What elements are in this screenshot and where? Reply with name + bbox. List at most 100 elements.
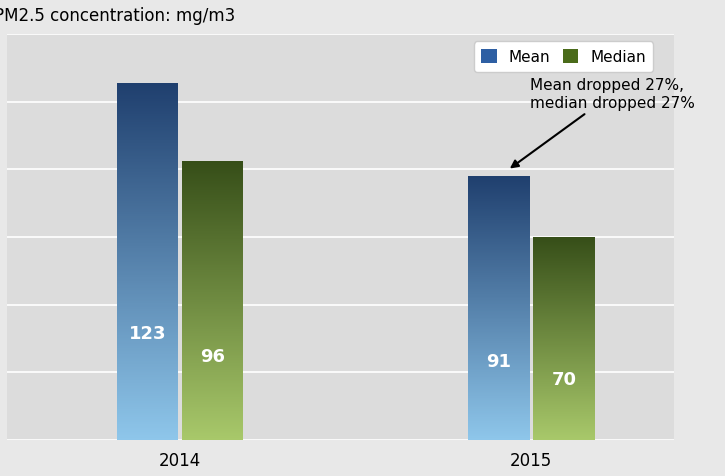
Bar [468,309,529,310]
Bar [468,204,529,205]
Bar [468,397,529,398]
Bar [468,356,529,357]
Bar [182,362,243,363]
Bar [117,196,178,197]
Bar [533,290,594,291]
Bar [117,181,178,182]
Bar [468,254,529,255]
Bar [533,285,594,286]
Bar [468,225,529,226]
Bar [182,167,243,168]
Bar [533,315,594,316]
Bar [468,403,529,404]
Bar [533,246,594,247]
Bar [182,353,243,354]
Bar [468,196,529,197]
Bar [533,297,594,298]
Bar [468,210,529,211]
Bar [533,314,594,315]
Bar [533,245,594,246]
Bar [468,385,529,386]
Bar [182,288,243,289]
Bar [533,302,594,303]
Bar [533,328,594,329]
Bar [468,264,529,265]
Bar [533,383,594,384]
Bar [117,220,178,222]
Bar [533,420,594,421]
Bar [468,428,529,429]
Bar [182,320,243,321]
Bar [533,299,594,300]
Bar [468,238,529,239]
Bar [533,361,594,362]
Bar [117,212,178,213]
Bar [533,421,594,422]
Bar [533,269,594,270]
Bar [117,218,178,219]
Bar [117,375,178,376]
Bar [533,386,594,387]
Bar [533,398,594,399]
Bar [117,280,178,281]
Bar [182,430,243,431]
Bar [117,187,178,188]
Bar [182,203,243,204]
Bar [468,303,529,304]
Bar [117,325,178,326]
Bar [117,389,178,390]
Bar [117,339,178,340]
Bar [468,376,529,377]
Bar [182,260,243,261]
Bar [533,422,594,423]
Bar [468,257,529,258]
Bar [182,279,243,280]
Bar [533,322,594,323]
Bar [468,414,529,415]
Bar [117,172,178,173]
Bar [533,395,594,396]
Bar [182,322,243,323]
Bar [468,406,529,407]
Bar [468,351,529,352]
Bar [117,208,178,210]
Bar [468,177,529,178]
Bar [117,163,178,165]
Bar [468,215,529,216]
Bar [117,337,178,338]
Bar [533,418,594,419]
Bar [117,437,178,439]
Bar [117,143,178,145]
Bar [182,241,243,242]
Bar [182,417,243,418]
Bar [182,402,243,403]
Bar [533,353,594,354]
Bar [468,239,529,240]
Bar [117,370,178,371]
Bar [468,281,529,282]
Bar [117,127,178,128]
Bar [117,155,178,157]
Bar [117,324,178,325]
Bar [117,84,178,85]
Bar [117,363,178,364]
Bar [533,275,594,276]
Bar [117,372,178,374]
Bar [117,439,178,440]
Bar [182,348,243,349]
Bar [533,289,594,290]
Bar [182,232,243,233]
Bar [468,317,529,318]
Bar [182,410,243,411]
Bar [182,239,243,240]
Bar [117,304,178,305]
Bar [117,347,178,348]
Bar [468,247,529,248]
Bar [117,402,178,403]
Bar [533,247,594,248]
Bar [117,184,178,185]
Bar [468,324,529,325]
Bar [182,184,243,185]
Bar [117,424,178,425]
Bar [117,306,178,307]
